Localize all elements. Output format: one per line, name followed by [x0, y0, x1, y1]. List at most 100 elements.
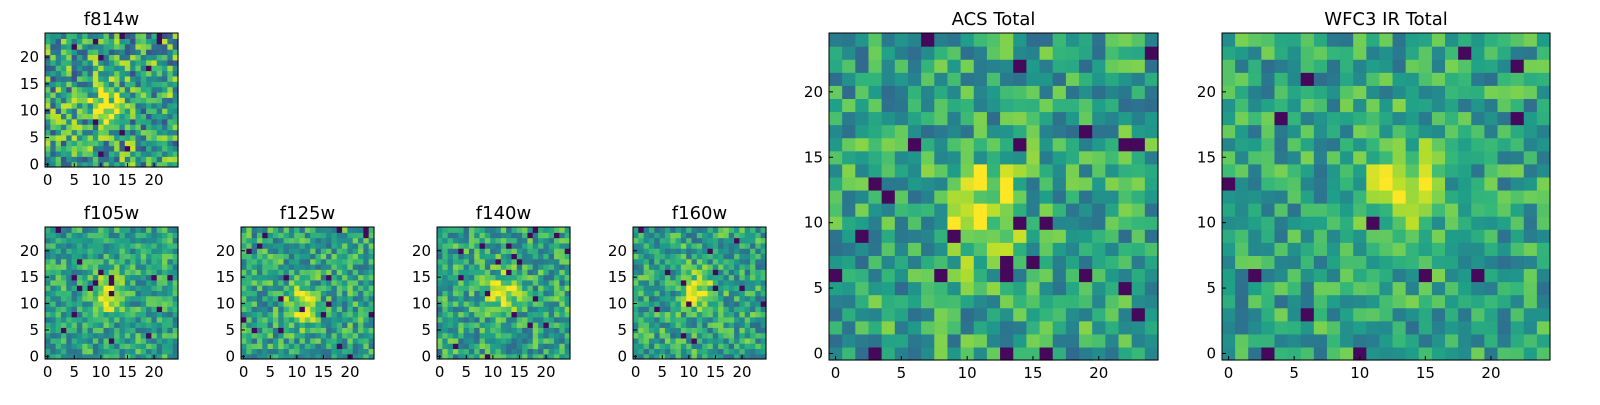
heatmap-cell	[1536, 46, 1551, 60]
heatmap-cell	[532, 343, 539, 350]
heatmap-cell	[119, 118, 126, 125]
heatmap-cell	[146, 59, 152, 66]
heatmap-cell	[437, 279, 443, 286]
heatmap-cell	[71, 306, 78, 313]
heatmap-cell	[707, 337, 714, 344]
heatmap-cell	[654, 332, 661, 339]
heatmap-cell	[1026, 189, 1041, 204]
heatmap-cell	[336, 248, 343, 254]
heatmap-cell	[55, 156, 62, 163]
heatmap-cell	[55, 129, 62, 136]
heatmap-cell	[172, 253, 179, 260]
heatmap-cell	[691, 227, 698, 233]
heatmap-cell	[1131, 189, 1146, 204]
heatmap-cell	[1248, 216, 1262, 230]
heatmap-cell	[1536, 333, 1551, 348]
heatmap-cell	[744, 343, 751, 350]
heatmap-cell	[368, 311, 375, 318]
heatmap-cell	[1418, 33, 1433, 47]
heatmap-cell	[82, 43, 89, 50]
heatmap-cell	[146, 343, 152, 350]
heatmap-cell	[452, 253, 459, 260]
heatmap-cell	[256, 348, 263, 355]
heatmap-cell	[294, 248, 301, 254]
heatmap-cell	[146, 124, 152, 131]
heatmap-cell	[167, 316, 174, 323]
heatmap-cell	[1523, 189, 1538, 204]
heatmap-cell	[162, 33, 168, 39]
heatmap-cell	[342, 343, 348, 350]
heatmap-cell	[172, 140, 179, 147]
heatmap-cell	[463, 348, 470, 355]
heatmap-cell	[82, 274, 89, 281]
heatmap-cell	[468, 300, 475, 307]
heatmap-cell	[1366, 72, 1381, 86]
heatmap-cell	[648, 322, 655, 328]
heatmap-cell	[842, 163, 856, 178]
heatmap-cell	[98, 332, 105, 339]
heatmap-cell	[278, 290, 285, 297]
heatmap-cell	[294, 227, 301, 233]
heatmap-cell	[130, 91, 137, 98]
heatmap-cell	[894, 281, 909, 296]
heatmap-cell	[511, 274, 518, 281]
heatmap-cell	[479, 316, 486, 323]
heatmap-cell	[299, 242, 306, 249]
x-tick-label: 5	[461, 363, 471, 381]
heatmap-cell	[1497, 137, 1512, 152]
heatmap-cell	[1379, 203, 1394, 217]
heatmap-cell	[71, 65, 78, 72]
heatmap-cell	[119, 124, 126, 131]
heatmap-cell	[1013, 346, 1027, 361]
heatmap-cell	[934, 137, 949, 152]
heatmap-cell	[310, 316, 317, 323]
heatmap-cell	[1471, 33, 1485, 47]
heatmap-cell	[829, 59, 843, 73]
heatmap-cell	[363, 337, 370, 344]
heatmap-cell	[167, 295, 174, 302]
heatmap-cell	[1013, 255, 1027, 270]
heatmap-cell	[352, 343, 359, 350]
heatmap-cell	[1026, 163, 1041, 178]
heatmap-cell	[336, 322, 343, 328]
heatmap-cell	[146, 300, 152, 307]
heatmap-cell	[92, 348, 99, 355]
heatmap-cell	[750, 353, 756, 360]
heatmap-cell	[256, 285, 263, 291]
heatmap-cell	[654, 290, 661, 297]
heatmap-cell	[45, 227, 51, 233]
heatmap-cell	[167, 59, 174, 66]
heatmap-cell	[947, 46, 962, 60]
heatmap-cell	[1510, 242, 1525, 256]
heatmap-cell	[1065, 33, 1080, 47]
heatmap-cell	[119, 295, 126, 302]
heatmap-cell	[363, 285, 370, 291]
heatmap-cell	[82, 232, 89, 239]
heatmap-cell	[960, 176, 975, 191]
heatmap-cell	[1445, 85, 1459, 99]
heatmap-cell	[162, 145, 168, 152]
heatmap-cell	[484, 232, 491, 239]
heatmap-cell	[479, 227, 486, 233]
heatmap-cell	[468, 343, 475, 350]
heatmap-cell	[151, 343, 158, 350]
heatmap-cell	[659, 348, 666, 355]
heatmap-cell	[288, 353, 295, 360]
heatmap-cell	[1405, 124, 1420, 139]
heatmap-cell	[1458, 111, 1472, 126]
heatmap-cell	[272, 279, 279, 286]
heatmap-cell	[1248, 268, 1262, 283]
heatmap-cell	[1458, 268, 1472, 283]
heatmap-cell	[907, 189, 922, 204]
heatmap-cell	[135, 348, 142, 355]
heatmap-cell	[1523, 346, 1538, 361]
heatmap-cell	[50, 54, 57, 61]
heatmap-cell	[1039, 346, 1054, 361]
heatmap-cell	[1118, 111, 1133, 126]
heatmap-cell	[130, 156, 137, 163]
heatmap-cell	[320, 253, 327, 260]
heatmap-cell	[648, 227, 655, 233]
heatmap-cell	[881, 320, 896, 335]
heatmap-cell	[474, 353, 481, 360]
heatmap-cell	[468, 242, 475, 249]
